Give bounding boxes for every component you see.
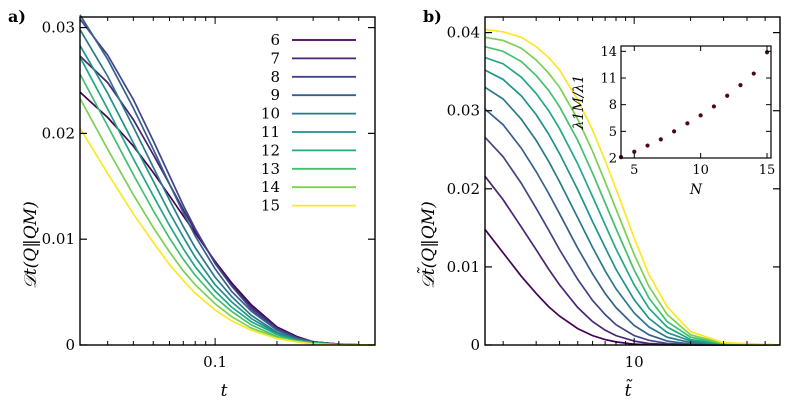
panel-a-ylabel: 𝒟t(Q‖QM) [21,201,41,288]
legend-label-10: 10 [261,105,280,123]
inset-ylabel: λ1M/λ1 [571,75,587,131]
panel-a-series-line-13 [79,73,376,346]
panel-b-ytick-label: 0.02 [447,180,480,198]
inset-ytick-label: 11 [600,72,617,87]
panel-a-ytick-label: 0.01 [42,230,75,248]
panel-a-series-lines [79,14,376,346]
panel-b-series-line-9 [484,108,781,346]
panel-b-series-lines [484,28,781,346]
panel-a-xlabel: t [221,381,228,401]
panel-b-ytick-label: 0 [470,336,480,354]
inset-frame [620,45,772,159]
panel-b-series-line-11 [484,69,781,346]
panel-a-xtick-label: 0.1 [203,353,227,371]
panel-a-ticks: 0 0.01 0.02 0.03 0.1 [42,17,375,371]
panel-a: 00.010.020.030.1 a) t 𝒟t(Q‖QM) 678910111… [8,7,376,401]
panel-b-ticks: 0 0.01 0.02 0.03 0.04 10 [447,17,781,371]
panel-b-ytick-label: 0.04 [447,24,480,42]
panel-b-series-line-14 [484,36,781,346]
panel-b-series-line-7 [484,175,780,346]
panel-a-ytick-label: 0.02 [42,124,75,142]
legend-label-11: 11 [261,123,280,141]
inset-point [685,121,690,126]
inset-xtick-label: 10 [692,163,709,178]
inset-xtick-label: 15 [759,163,776,178]
legend-label-9: 9 [270,86,280,104]
inset-point [725,93,730,98]
panel-a-ytick-label: 0.03 [42,19,75,37]
panel-b-series-line-8 [484,136,780,346]
panel-b-ylabel: 𝒟t̃(Q‖QM) [417,201,439,288]
legend-label-6: 6 [270,31,280,49]
panel-b-series-line-6 [484,228,780,346]
inset-background [621,46,771,158]
panel-a-frame [79,16,376,346]
legend-label-14: 14 [261,178,280,196]
panel-b-series-line-10 [484,86,781,346]
panel-a-label: a) [8,7,26,26]
panel-b-xlabel: t̃ [625,379,633,401]
inset-ytick-label: 2 [609,152,617,167]
panel-b-series-line-15 [484,28,781,346]
legend-label-7: 7 [270,49,280,67]
panel-b-xtick-label: 10 [625,353,644,371]
inset-point [658,137,663,142]
legend-label-8: 8 [270,68,280,86]
panel-b-series-line-12 [484,56,781,346]
panel-b-ytick-label: 0.03 [447,102,480,120]
legend-label-13: 13 [261,160,280,178]
inset-point [751,71,756,76]
panel-b-series-line-13 [484,45,781,346]
panel-b-label: b) [423,7,442,26]
inset-ytick-label: 14 [600,45,617,60]
inset-ytick-label: 5 [609,125,617,140]
panel-b-ytick-label: 0.01 [447,258,480,276]
panel-a-ytick-label: 0 [65,336,75,354]
inset-point [671,129,677,134]
inset-xtick-label: 5 [630,163,638,178]
inset-point [645,143,650,148]
inset-ytick-label: 8 [609,98,617,113]
legend-label-12: 12 [261,141,280,159]
inset-point [711,104,717,109]
panel-a-series-line-8 [79,18,376,346]
legend-label-15: 15 [261,197,280,215]
inset-point [632,149,637,154]
inset-point [698,113,703,118]
inset-point [738,83,743,88]
panel-b-frame [484,16,781,346]
inset-xlabel: N [689,182,703,198]
inset-points [618,50,770,160]
